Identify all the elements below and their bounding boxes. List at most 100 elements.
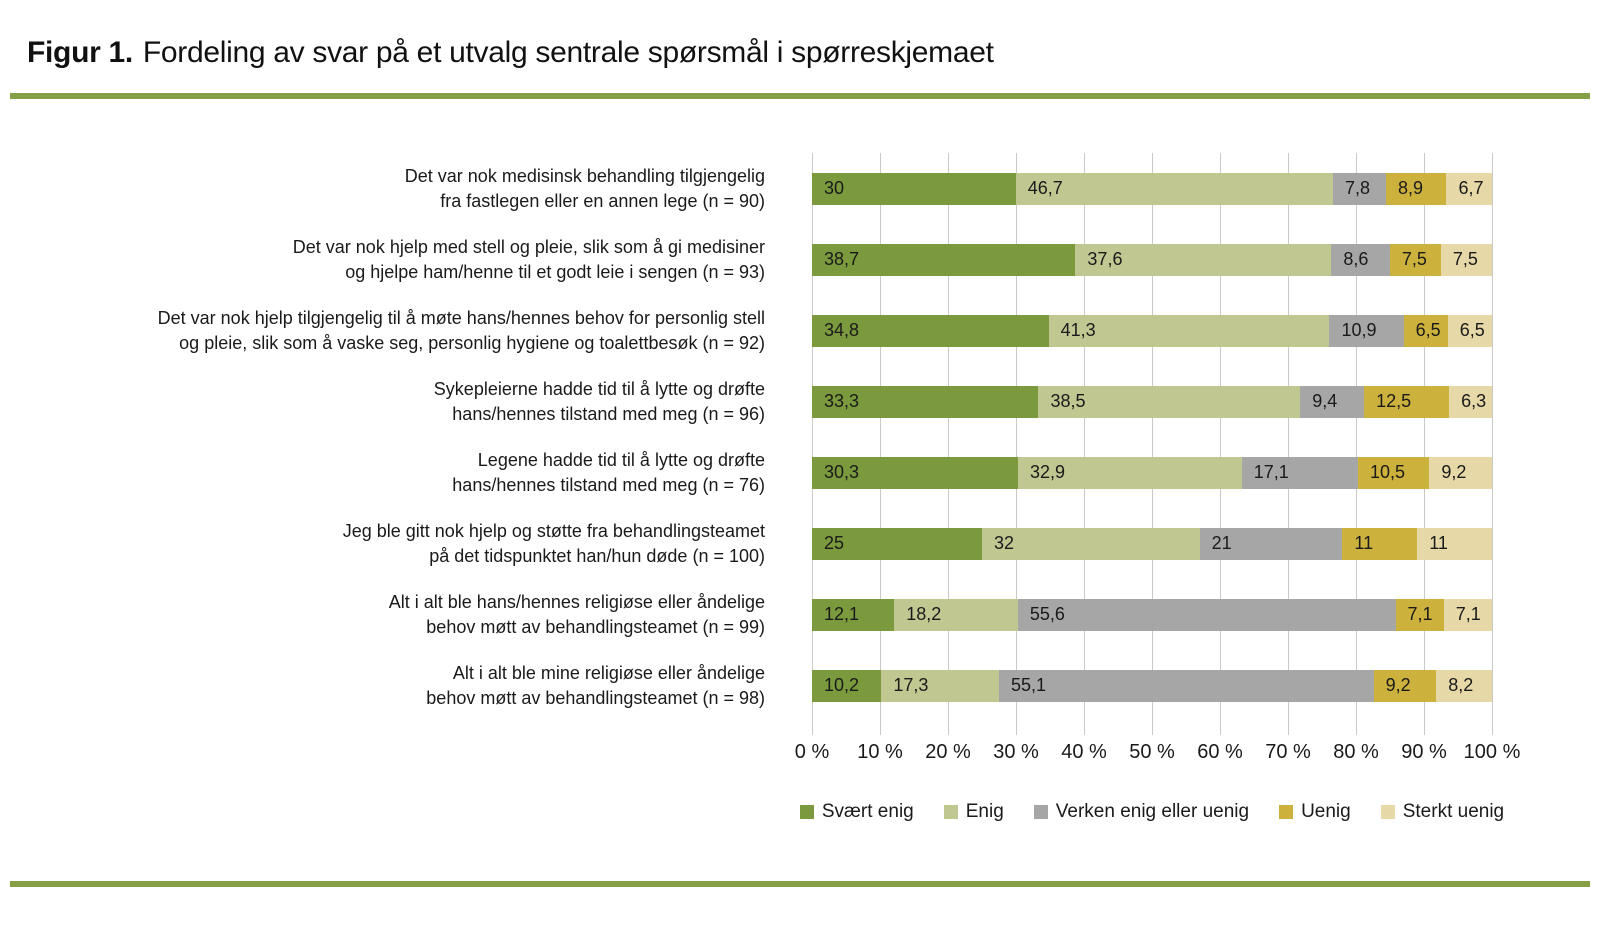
segment-value-label: 7,5	[1452, 249, 1478, 269]
top-rule	[10, 93, 1590, 99]
segment-value-label: 10,9	[1341, 320, 1377, 340]
row-label: Sykepleierne hadde tid til å lytte og dr…	[25, 366, 765, 437]
gridline	[1424, 153, 1425, 735]
gridline	[1288, 153, 1289, 735]
figure-title: Figur 1. Fordeling av svar på et utvalg s…	[27, 36, 1600, 70]
bar-segment: 8,9	[1386, 172, 1447, 205]
bar-row: 25 32 21 11 11	[812, 508, 1492, 579]
stacked-bar: 30 46,7 7,8 8,9 6,7	[812, 172, 1492, 205]
segment-value-label: 9,2	[1441, 462, 1467, 482]
bar-segment: 32,9	[1018, 456, 1242, 489]
x-tick-label: 10 %	[857, 741, 903, 763]
legend-swatch	[943, 805, 958, 819]
bar-segment: 38,5	[1038, 385, 1301, 418]
legend-swatch	[1279, 805, 1294, 819]
segment-value-label: 17,3	[893, 675, 929, 695]
segment-value-label: 9,4	[1312, 391, 1338, 411]
row-label-line: Det var nok medisinsk behandling tilgjen…	[404, 165, 765, 186]
bar-segment: 17,3	[881, 669, 999, 702]
row-label: Legene hadde tid til å lytte og drøfte ha…	[25, 437, 765, 508]
row-label-line: Det var nok hjelp med stell og pleie, sl…	[292, 236, 765, 257]
segment-value-label: 8,9	[1398, 178, 1424, 198]
gridline	[1492, 153, 1493, 735]
bar-row: 12,1 18,2 55,6 7,1 7,1	[812, 579, 1492, 650]
segment-value-label: 12,5	[1376, 391, 1412, 411]
segment-value-label: 11	[1429, 533, 1448, 553]
bar-segment: 11	[1417, 527, 1492, 560]
gridline	[1152, 153, 1153, 735]
figure-title-prefix: Figur 1.	[27, 36, 133, 69]
row-label-line: hans/hennes tilstand med meg (n = 76)	[452, 474, 765, 495]
bar-segment: 55,1	[998, 669, 1374, 702]
legend-item-label: Sterkt uenig	[1402, 801, 1505, 822]
stacked-bar: 33,3 38,5 9,4 12,5 6,3	[812, 385, 1492, 418]
row-label: Det var nok hjelp med stell og pleie, sl…	[25, 224, 765, 295]
gridline	[948, 153, 949, 735]
row-label: Det var nok hjelp tilgjengelig til å møt…	[25, 295, 765, 366]
bar-segment: 10,9	[1329, 314, 1404, 347]
segment-value-label: 30,3	[824, 462, 860, 482]
row-labels: Det var nok medisinsk behandling tilgjen…	[25, 153, 765, 823]
bar-segment: 7,8	[1333, 172, 1386, 205]
x-tick-label: 20 %	[925, 741, 971, 763]
bar-segment: 41,3	[1048, 314, 1330, 347]
bar-segment: 6,5	[1447, 314, 1492, 347]
x-tick-label: 30 %	[993, 741, 1039, 763]
bar-segment: 46,7	[1015, 172, 1334, 205]
x-tick-label: 50 %	[1129, 741, 1175, 763]
legend-item-label: Verken enig eller uenig	[1055, 801, 1250, 822]
row-label-line: og hjelpe ham/henne til et godt leie i s…	[345, 261, 765, 282]
bar-segment: 17,1	[1241, 456, 1359, 489]
row-label-line: Alt i alt ble hans/hennes religiøse elle…	[388, 591, 765, 612]
legend-item: Uenig	[1279, 801, 1351, 823]
legend-item-label: Svært enig	[821, 801, 914, 822]
bar-segment: 30	[812, 172, 1016, 205]
bar-segment: 12,5	[1364, 385, 1450, 418]
segment-value-label: 30	[824, 178, 845, 198]
bar-segment: 21	[1199, 527, 1343, 560]
segment-value-label: 7,1	[1455, 604, 1481, 624]
bar-segment: 9,2	[1429, 456, 1492, 489]
legend-swatch	[799, 805, 814, 819]
bar-segment: 32	[982, 527, 1200, 560]
segment-value-label: 7,5	[1401, 249, 1427, 269]
bar-segment: 6,3	[1449, 385, 1492, 418]
bar-segment: 38,7	[812, 243, 1076, 276]
segment-value-label: 17,1	[1253, 462, 1289, 482]
row-label: Jeg ble gitt nok hjelp og støtte fra beh…	[25, 508, 765, 579]
legend: Svært enig Enig Verken enig eller uenig Uen…	[799, 801, 1504, 823]
row-label-line: Sykepleierne hadde tid til å lytte og dr…	[433, 378, 765, 399]
segment-value-label: 7,1	[1407, 604, 1433, 624]
segment-value-label: 6,3	[1461, 391, 1487, 411]
row-label-line: behov møtt av behandlingsteamet (n = 99)	[426, 616, 765, 637]
row-label-line: Legene hadde tid til å lytte og drøfte	[477, 449, 765, 470]
x-tick-label: 40 %	[1061, 741, 1107, 763]
x-tick-label: 0 %	[794, 741, 830, 763]
segment-value-label: 12,1	[824, 604, 860, 624]
bottom-rule	[10, 881, 1590, 887]
stacked-bar-chart: Det var nok medisinsk behandling tilgjen…	[0, 153, 1600, 823]
segment-value-label: 10,2	[824, 675, 860, 695]
segment-value-label: 8,6	[1343, 249, 1369, 269]
bar-segment: 12,1	[812, 598, 895, 631]
segment-value-label: 41,3	[1060, 320, 1096, 340]
bar-segment: 25	[812, 527, 982, 560]
gridline	[1356, 153, 1357, 735]
bar-segment: 10,2	[812, 669, 882, 702]
bar-row: 34,8 41,3 10,9 6,5 6,5	[812, 295, 1492, 366]
segment-value-label: 55,6	[1029, 604, 1065, 624]
stacked-bar: 25 32 21 11 11	[812, 527, 1492, 560]
bar-segment: 9,2	[1373, 669, 1437, 702]
bar-segment: 33,3	[812, 385, 1039, 418]
legend-item: Svært enig	[799, 801, 914, 823]
stacked-bar: 30,3 32,9 17,1 10,5 9,2	[812, 456, 1492, 489]
row-label-line: hans/hennes tilstand med meg (n = 96)	[452, 403, 765, 424]
bar-segment: 8,6	[1331, 243, 1390, 276]
segment-value-label: 25	[824, 533, 845, 553]
row-label-line: og pleie, slik som å vaske seg, personli…	[179, 332, 765, 353]
legend-item: Sterkt uenig	[1380, 801, 1505, 823]
segment-value-label: 11	[1354, 533, 1374, 553]
bar-row: 33,3 38,5 9,4 12,5 6,3	[812, 366, 1492, 437]
legend-item-label: Enig	[965, 801, 1004, 822]
